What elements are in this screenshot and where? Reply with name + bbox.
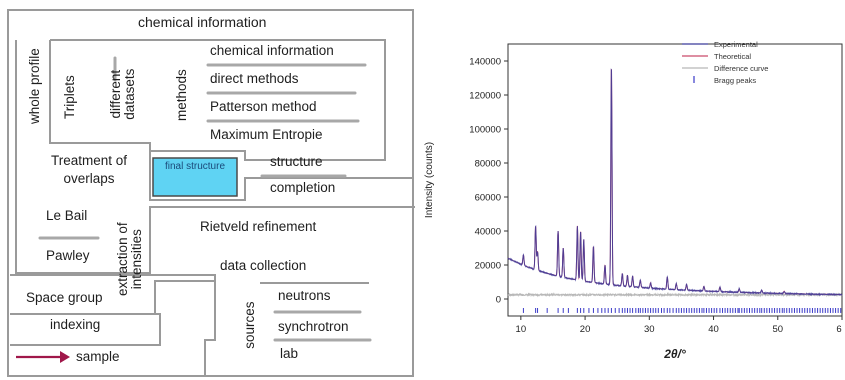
label-final-structure: final structure: [164, 161, 226, 172]
label-indexing: indexing: [50, 317, 101, 332]
label-triplets: Triplets: [61, 75, 77, 119]
y-axis-ticks: 0 20000 40000 60000 80000 100000 120000 140000: [469, 57, 508, 306]
diagram-frame-methods-region: [50, 39, 386, 161]
diagram-frame-indexing: [10, 313, 161, 346]
label-neutrons: neutrons: [278, 288, 331, 303]
x-axis-ticks: 10 20 30 40 50 6: [516, 316, 843, 335]
final-structure-box: [152, 157, 238, 197]
experimental-series-line: [507, 68, 843, 297]
diagram-frame-data-collection: [204, 281, 216, 376]
y-tick-label: 120000: [469, 91, 501, 102]
legend-label: Experimental: [714, 40, 758, 49]
label-structure: structure: [270, 154, 323, 169]
label-data-collection: data collection: [220, 258, 307, 273]
y-axis-label: Intensity (counts): [424, 142, 435, 218]
label-pawley: Pawley: [46, 248, 90, 263]
y-tick-label: 140000: [469, 57, 501, 68]
legend-label: Bragg peaks: [714, 76, 756, 85]
legend-label: Theoretical: [714, 52, 751, 61]
label-sources: sources: [241, 301, 257, 349]
label-chemical-information: chemical information: [210, 43, 334, 58]
x-tick-label: 6: [836, 324, 841, 335]
label-patterson-method: Patterson method: [210, 99, 317, 114]
label-treatment-of-overlaps: Treatment of overlaps: [50, 153, 128, 186]
diagram-frame-left-region: [15, 40, 415, 274]
legend-label: Difference curve: [714, 64, 768, 73]
sample-arrow: [16, 351, 70, 363]
bragg-peaks-layer: [522, 308, 842, 313]
label-maximum-entropie: Maximum Entropie: [210, 127, 323, 142]
plot-frame: [507, 43, 843, 317]
y-tick-label: 0: [496, 295, 501, 306]
label-direct-methods: direct methods: [210, 71, 299, 86]
x-tick-label: 40: [708, 324, 719, 335]
diffraction-chart: 020000400006000080000100000120000140000 …: [424, 40, 843, 361]
label-extraction-of-intensities: extraction of intensities: [114, 222, 144, 296]
label-methods: methods: [173, 69, 189, 121]
label-rietveld-refinement: Rietveld refinement: [200, 219, 317, 234]
label-space-group: Space group: [26, 290, 103, 305]
label-sample: sample: [76, 349, 120, 364]
y-tick-label: 80000: [475, 159, 501, 170]
label-completion: completion: [270, 180, 336, 195]
y-tick-label: 40000: [475, 227, 501, 238]
x-tick-label: 20: [580, 324, 591, 335]
y-tick-label: 60000: [475, 193, 501, 204]
x-tick-label: 30: [644, 324, 655, 335]
y-tick-label: 100000: [469, 125, 501, 136]
chart-legend: Experimental Theoretical Difference curve B…: [682, 40, 768, 85]
label-different-datasets: different datasets: [107, 68, 137, 120]
label-le-bail: Le Bail: [46, 208, 88, 223]
theoretical-series-line: [507, 69, 842, 296]
y-tick-label: 20000: [475, 261, 501, 272]
x-axis-label: 2θ/°: [663, 347, 686, 361]
label-chemical-information-top: chemical information: [138, 14, 267, 30]
label-synchrotron: synchrotron: [278, 319, 349, 334]
x-tick-label: 50: [772, 324, 783, 335]
diagram-outer-frame: [7, 9, 414, 377]
x-tick-label: 10: [516, 324, 527, 335]
label-lab: lab: [280, 346, 299, 361]
label-whole-profile: whole profile: [26, 48, 42, 124]
diagram-frame-upper-region: [49, 40, 413, 201]
workflow-diagram: [7, 9, 415, 377]
